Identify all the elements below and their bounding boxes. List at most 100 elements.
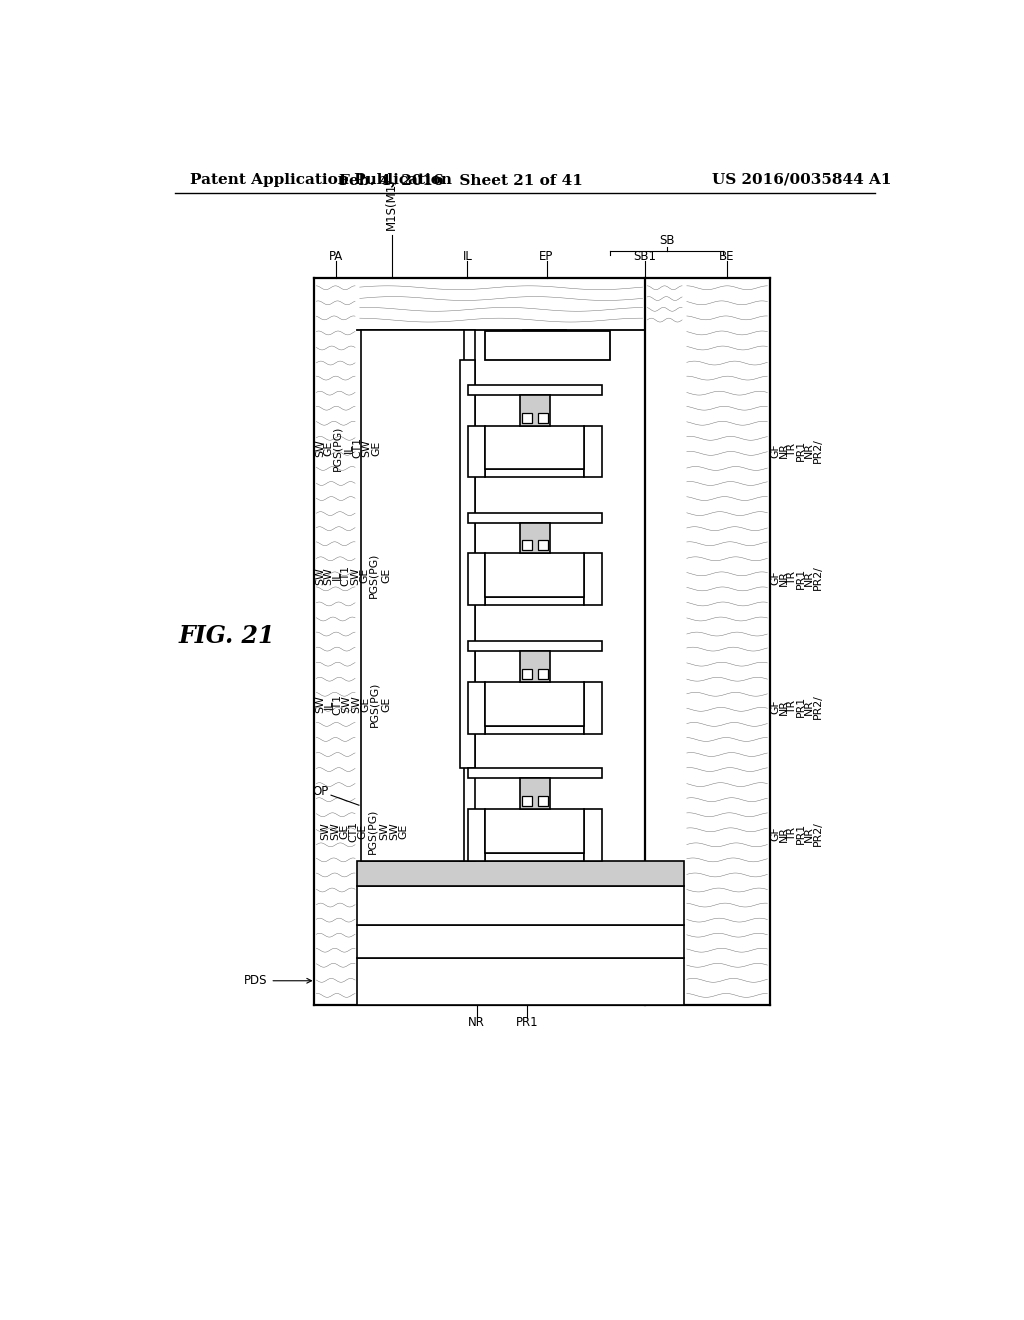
Text: PR1: PR1 xyxy=(796,440,806,461)
Text: PR1: PR1 xyxy=(796,696,806,717)
Bar xyxy=(521,796,531,807)
Text: TR: TR xyxy=(787,444,797,457)
Bar xyxy=(485,682,585,726)
Text: SW: SW xyxy=(315,566,326,585)
Bar xyxy=(684,277,770,1006)
Bar xyxy=(357,958,684,1006)
Text: PR1: PR1 xyxy=(516,1016,539,1028)
Text: PR2/: PR2/ xyxy=(813,438,822,462)
Text: IL: IL xyxy=(463,249,472,263)
Text: SB1: SB1 xyxy=(634,249,656,263)
Text: GE: GE xyxy=(359,568,370,583)
Bar xyxy=(521,412,531,422)
Bar xyxy=(585,425,601,478)
Text: NR: NR xyxy=(778,442,788,458)
Bar xyxy=(485,726,585,734)
Bar xyxy=(585,809,601,861)
Bar xyxy=(468,385,601,395)
Text: Feb. 4, 2016   Sheet 21 of 41: Feb. 4, 2016 Sheet 21 of 41 xyxy=(339,173,584,187)
Text: TR: TR xyxy=(787,572,797,585)
Text: GE: GE xyxy=(357,824,368,840)
Text: SB: SB xyxy=(658,234,675,247)
Text: PGS(PG): PGS(PG) xyxy=(368,809,377,854)
Bar xyxy=(357,277,645,330)
Text: GF: GF xyxy=(770,826,780,841)
Text: BE: BE xyxy=(719,249,735,263)
Text: NR: NR xyxy=(804,442,814,458)
Bar xyxy=(585,553,601,605)
Text: NR: NR xyxy=(778,570,788,586)
Text: TR: TR xyxy=(787,700,797,714)
Text: NR: NR xyxy=(468,1016,485,1028)
Text: GE: GE xyxy=(398,824,409,840)
Text: GF: GF xyxy=(770,444,780,458)
Text: M1S(M1): M1S(M1) xyxy=(385,178,398,230)
Text: GE: GE xyxy=(339,824,349,840)
Text: GF: GF xyxy=(770,570,780,585)
Text: US 2016/0035844 A1: US 2016/0035844 A1 xyxy=(713,173,892,187)
Text: PA: PA xyxy=(329,249,343,263)
Bar xyxy=(485,597,585,605)
Text: IL: IL xyxy=(324,700,334,709)
Text: NR: NR xyxy=(804,570,814,586)
Text: SW: SW xyxy=(315,440,326,457)
Text: PGS(PG): PGS(PG) xyxy=(332,425,342,471)
Text: PR2/: PR2/ xyxy=(813,566,822,590)
Bar xyxy=(485,470,585,478)
Text: IL: IL xyxy=(332,572,342,581)
Text: PGS(PG): PGS(PG) xyxy=(369,553,379,598)
Bar xyxy=(468,425,485,478)
Text: EP: EP xyxy=(540,249,554,263)
Text: SW: SW xyxy=(321,822,331,841)
Bar xyxy=(520,779,550,809)
Text: SW: SW xyxy=(315,696,326,713)
Text: CT1: CT1 xyxy=(332,694,342,715)
Text: PR1: PR1 xyxy=(796,568,806,589)
Bar xyxy=(521,669,531,678)
Text: Patent Application Publication: Patent Application Publication xyxy=(190,173,452,187)
Bar xyxy=(520,395,550,425)
Text: GF: GF xyxy=(770,700,780,714)
Bar xyxy=(357,924,684,958)
Text: CT1: CT1 xyxy=(341,565,351,586)
Text: IL: IL xyxy=(344,444,354,453)
Bar xyxy=(460,330,475,861)
Text: GE: GE xyxy=(382,697,392,711)
Bar xyxy=(538,669,548,678)
Bar xyxy=(521,540,531,550)
Text: PR1: PR1 xyxy=(796,824,806,845)
Text: NR: NR xyxy=(804,826,814,842)
Bar xyxy=(538,412,548,422)
Text: PR2/: PR2/ xyxy=(813,694,822,719)
Text: PDS: PDS xyxy=(244,974,311,987)
Text: PGS(PG): PGS(PG) xyxy=(370,681,380,727)
Text: OP: OP xyxy=(312,785,329,797)
Bar xyxy=(460,360,475,768)
Bar xyxy=(468,682,485,734)
Bar xyxy=(468,512,601,523)
Text: CT1: CT1 xyxy=(352,437,362,458)
Bar xyxy=(485,425,585,470)
Text: NR: NR xyxy=(804,698,814,714)
Text: PR2/: PR2/ xyxy=(813,821,822,846)
Text: SW: SW xyxy=(342,696,351,713)
Text: SW: SW xyxy=(389,822,398,841)
Text: GE: GE xyxy=(381,568,391,583)
Bar xyxy=(645,277,684,330)
Text: SW: SW xyxy=(330,822,340,841)
Text: SW: SW xyxy=(351,696,360,713)
Text: GE: GE xyxy=(324,441,334,455)
Bar xyxy=(468,642,601,651)
Text: SW: SW xyxy=(361,440,372,457)
Text: FIG. 21: FIG. 21 xyxy=(179,624,275,648)
Text: NR: NR xyxy=(778,826,788,842)
Bar xyxy=(538,796,548,807)
Bar xyxy=(485,853,585,861)
Text: CT1: CT1 xyxy=(348,821,358,842)
Bar xyxy=(314,277,770,1006)
Bar xyxy=(360,330,464,861)
Bar xyxy=(538,540,548,550)
Bar xyxy=(468,809,485,861)
Text: GE: GE xyxy=(360,697,370,711)
Bar xyxy=(485,809,585,853)
